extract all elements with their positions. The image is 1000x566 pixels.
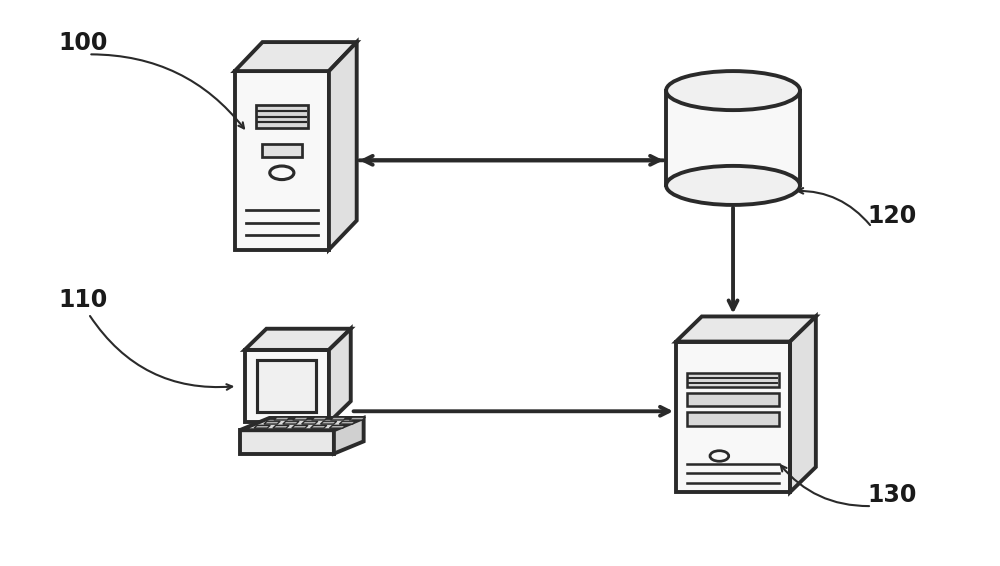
- Polygon shape: [273, 425, 289, 428]
- Polygon shape: [235, 42, 357, 71]
- Polygon shape: [311, 425, 327, 428]
- Polygon shape: [245, 350, 329, 422]
- Polygon shape: [330, 417, 347, 420]
- Polygon shape: [302, 421, 318, 424]
- Polygon shape: [676, 341, 790, 492]
- Polygon shape: [262, 144, 302, 157]
- Polygon shape: [329, 329, 351, 422]
- Polygon shape: [666, 91, 800, 186]
- Ellipse shape: [666, 71, 800, 110]
- Polygon shape: [254, 425, 270, 428]
- Polygon shape: [334, 418, 364, 453]
- Polygon shape: [312, 417, 328, 420]
- Ellipse shape: [666, 166, 800, 205]
- Polygon shape: [240, 418, 364, 430]
- Polygon shape: [790, 316, 816, 492]
- Polygon shape: [329, 425, 346, 428]
- Polygon shape: [339, 421, 356, 424]
- Polygon shape: [293, 417, 309, 420]
- Polygon shape: [676, 316, 816, 341]
- Polygon shape: [245, 329, 351, 350]
- Text: 110: 110: [59, 288, 108, 312]
- Polygon shape: [321, 421, 337, 424]
- Polygon shape: [283, 421, 299, 424]
- Polygon shape: [687, 393, 779, 406]
- Polygon shape: [256, 105, 308, 128]
- Polygon shape: [292, 425, 308, 428]
- Text: 100: 100: [59, 31, 108, 55]
- Polygon shape: [257, 360, 316, 412]
- Polygon shape: [274, 417, 290, 420]
- Polygon shape: [235, 71, 329, 250]
- Polygon shape: [349, 417, 365, 420]
- Polygon shape: [687, 412, 779, 426]
- Polygon shape: [264, 421, 280, 424]
- Polygon shape: [687, 373, 779, 387]
- Text: 120: 120: [867, 204, 916, 228]
- Text: 130: 130: [867, 483, 916, 507]
- Polygon shape: [240, 430, 334, 453]
- Polygon shape: [329, 42, 357, 250]
